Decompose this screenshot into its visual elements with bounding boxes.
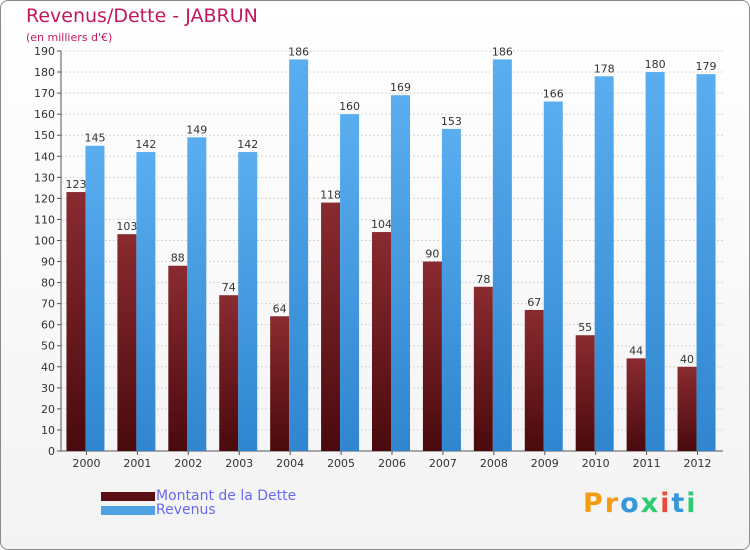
y-tick-label: 10 — [41, 424, 55, 437]
bar-revenue — [289, 59, 309, 451]
bar-revenue — [391, 95, 410, 452]
legend-item-debt: Montant de la Dette — [101, 488, 296, 504]
legend-swatch-revenue — [101, 505, 155, 515]
data-label-revenue: 142 — [237, 138, 258, 151]
bar-debt — [270, 316, 290, 451]
bar-revenue — [594, 76, 614, 452]
bar-revenue — [696, 74, 716, 451]
data-label-revenue: 186 — [288, 45, 309, 58]
bar-debt — [524, 309, 544, 451]
y-tick-label: 130 — [34, 171, 55, 184]
data-label-debt: 44 — [629, 344, 643, 357]
x-tick-label: 2004 — [276, 457, 304, 470]
data-label-revenue: 166 — [543, 88, 564, 101]
y-tick-label: 30 — [41, 382, 55, 395]
y-tick-label: 70 — [41, 298, 55, 311]
y-tick-label: 140 — [34, 150, 55, 163]
x-tick-label: 2003 — [225, 457, 253, 470]
legend-swatch-debt — [101, 491, 155, 501]
x-tick-label: 2012 — [684, 457, 712, 470]
y-tick-label: 170 — [34, 87, 55, 100]
y-tick-label: 100 — [34, 234, 55, 247]
bar-debt — [422, 261, 442, 451]
chart-title: Revenus/Dette - JABRUN — [26, 5, 258, 27]
data-label-debt: 64 — [273, 302, 287, 315]
data-label-revenue: 178 — [594, 62, 615, 75]
data-label-revenue: 186 — [492, 45, 513, 58]
bar-debt — [626, 358, 646, 451]
y-tick-label: 90 — [41, 256, 55, 269]
y-tick-label: 40 — [41, 361, 55, 374]
bar-debt — [473, 286, 493, 451]
bar-debt — [168, 265, 188, 451]
data-label-debt: 40 — [680, 353, 694, 366]
proxiti-logo: Proxiti — [583, 488, 698, 519]
data-label-revenue: 153 — [441, 115, 462, 128]
legend-item-revenue: Revenus — [101, 502, 216, 518]
data-label-debt: 123 — [65, 178, 86, 191]
data-label-debt: 90 — [425, 248, 439, 261]
bar-revenue — [645, 72, 665, 451]
data-label-debt: 74 — [222, 281, 236, 294]
bar-debt — [219, 295, 239, 451]
bar-debt — [66, 192, 86, 452]
bar-debt — [321, 202, 341, 451]
bar-debt — [117, 234, 137, 451]
bar-revenue — [238, 152, 258, 452]
y-tick-label: 0 — [48, 445, 55, 458]
y-tick-label: 50 — [41, 340, 55, 353]
y-tick-label: 20 — [41, 403, 55, 416]
data-label-revenue: 142 — [135, 138, 156, 151]
y-tick-label: 190 — [34, 45, 55, 58]
x-tick-label: 2001 — [123, 457, 151, 470]
bar-revenue — [85, 145, 105, 451]
y-tick-label: 110 — [34, 213, 55, 226]
data-label-debt: 104 — [371, 218, 392, 231]
data-label-debt: 55 — [578, 321, 592, 334]
x-tick-label: 2005 — [327, 457, 355, 470]
x-tick-label: 2009 — [531, 457, 559, 470]
x-tick-label: 2010 — [582, 457, 610, 470]
y-tick-label: 180 — [34, 66, 55, 79]
data-label-debt: 67 — [527, 296, 541, 309]
data-label-revenue: 180 — [645, 58, 666, 71]
x-tick-label: 2006 — [378, 457, 406, 470]
data-label-revenue: 149 — [186, 123, 207, 136]
chart-subtitle: (en milliers d'€) — [26, 31, 113, 44]
data-label-debt: 78 — [476, 273, 490, 286]
bar-revenue — [492, 59, 512, 451]
bar-revenue — [340, 114, 360, 451]
data-label-debt: 88 — [171, 252, 185, 265]
bar-debt — [372, 232, 391, 451]
data-label-revenue: 145 — [84, 132, 105, 145]
bar-revenue — [441, 128, 461, 451]
legend-label-debt: Montant de la Dette — [156, 488, 297, 504]
legend-label-revenue: Revenus — [156, 502, 216, 518]
y-tick-label: 60 — [41, 319, 55, 332]
y-tick-label: 150 — [34, 129, 55, 142]
bar-debt — [575, 335, 595, 451]
data-label-revenue: 160 — [339, 100, 360, 113]
x-tick-label: 2000 — [72, 457, 100, 470]
x-tick-label: 2011 — [633, 457, 661, 470]
bar-revenue — [187, 137, 207, 451]
x-tick-label: 2002 — [174, 457, 202, 470]
y-tick-label: 160 — [34, 108, 55, 121]
data-label-debt: 103 — [116, 220, 137, 233]
x-tick-label: 2008 — [480, 457, 508, 470]
data-label-revenue: 169 — [390, 81, 411, 94]
data-label-debt: 118 — [320, 189, 341, 202]
bar-debt — [677, 366, 697, 451]
bar-revenue — [136, 152, 156, 452]
y-tick-label: 120 — [34, 192, 55, 205]
y-tick-label: 80 — [41, 277, 55, 290]
data-label-revenue: 179 — [696, 60, 717, 73]
x-tick-label: 2007 — [429, 457, 457, 470]
bar-revenue — [543, 101, 563, 452]
